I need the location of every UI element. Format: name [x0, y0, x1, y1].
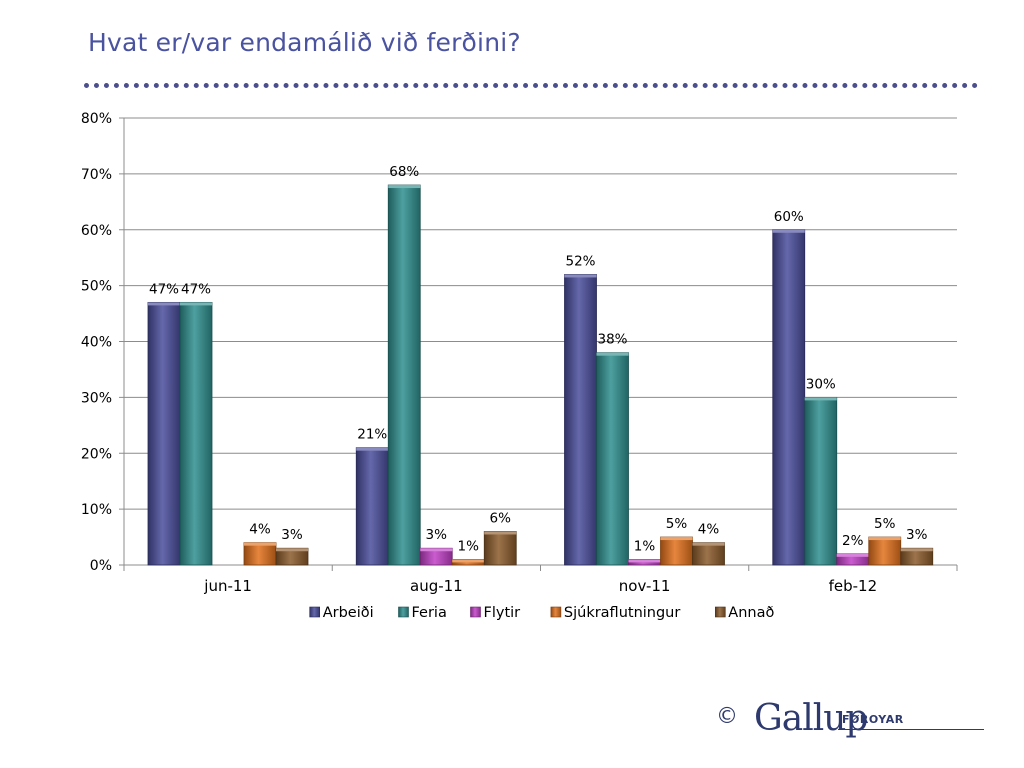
bar-top-highlight	[420, 548, 453, 552]
bar-top-highlight	[900, 548, 933, 552]
y-tick-label: 10%	[81, 502, 112, 518]
data-label: 52%	[565, 253, 595, 269]
data-label: 1%	[634, 538, 656, 554]
bar-top-highlight	[628, 559, 661, 563]
footer-branding: © Gallup FØROYAR	[716, 698, 1006, 748]
legend-swatch	[398, 606, 409, 618]
bar-feria	[804, 396, 838, 566]
legend-swatch	[714, 606, 726, 618]
bar-top-highlight	[148, 302, 180, 306]
y-tick-label: 60%	[81, 223, 112, 239]
data-label: 1%	[458, 538, 480, 554]
bar-top-highlight	[692, 542, 725, 546]
bar-sjúkraflutningur	[660, 536, 693, 566]
bar-top-highlight	[276, 548, 308, 552]
bar-feria	[179, 301, 213, 566]
data-label: 38%	[597, 332, 627, 348]
data-label: 4%	[249, 522, 271, 538]
bar-feria	[387, 184, 421, 566]
bar-top-highlight	[836, 553, 869, 557]
gallup-logo-subtitle: FØROYAR	[842, 713, 904, 726]
bar-top-highlight	[868, 537, 901, 541]
x-tick-label: feb-12	[829, 577, 878, 595]
data-label: 60%	[774, 209, 804, 225]
data-label: 30%	[806, 376, 836, 392]
data-label: 3%	[281, 527, 303, 543]
x-tick-label: nov-11	[619, 577, 671, 595]
x-tick-label: jun-11	[203, 577, 252, 595]
title-divider	[84, 83, 978, 88]
bar-feria	[596, 352, 629, 566]
bar-top-highlight	[244, 542, 276, 546]
legend-label: Flytir	[484, 605, 521, 621]
copyright-symbol: ©	[716, 704, 738, 729]
y-tick-label: 70%	[81, 167, 112, 183]
slide-title: Hvat er/var endamálið við ferðini?	[88, 28, 521, 57]
legend-swatch	[309, 606, 321, 618]
legend-swatch	[470, 606, 481, 618]
data-label: 47%	[149, 281, 179, 297]
data-label: 3%	[426, 527, 448, 543]
bar-top-highlight	[596, 352, 629, 356]
data-label: 2%	[842, 533, 864, 549]
y-tick-label: 80%	[81, 111, 112, 127]
bar-top-highlight	[660, 537, 693, 541]
bar-top-highlight	[180, 302, 212, 306]
legend-swatch	[550, 606, 562, 618]
bar-top-highlight	[356, 447, 389, 451]
legend-label: Feria	[412, 605, 447, 621]
bar-top-highlight	[804, 397, 837, 401]
bar-top-highlight	[484, 531, 517, 535]
data-label: 6%	[490, 510, 512, 526]
y-tick-label: 30%	[81, 390, 112, 406]
x-tick-label: aug-11	[410, 577, 463, 595]
logo-underline	[838, 729, 984, 730]
bar-top-highlight	[388, 185, 421, 189]
data-label: 5%	[666, 516, 688, 532]
bar-top-highlight	[452, 559, 485, 563]
bar-arbeiði	[564, 274, 597, 566]
bar-arbeiði	[147, 301, 181, 566]
bar-sjúkraflutningur	[243, 542, 277, 566]
data-label: 47%	[181, 281, 211, 297]
bar-top-highlight	[564, 274, 597, 278]
bar-arbeiði	[772, 229, 806, 566]
legend-label: Arbeiði	[323, 605, 374, 621]
gallup-logo: Gallup	[754, 698, 868, 739]
bar-top-highlight	[772, 229, 805, 233]
legend-label: Sjúkraflutningur	[564, 605, 680, 621]
y-tick-label: 20%	[81, 446, 112, 462]
bar-sjúkraflutningur	[868, 536, 902, 566]
data-label: 3%	[906, 527, 928, 543]
data-label: 5%	[874, 516, 896, 532]
data-label: 68%	[389, 164, 419, 180]
legend-label: Annað	[728, 605, 774, 621]
bar-arbeiði	[355, 447, 389, 566]
y-tick-label: 50%	[81, 279, 112, 295]
bar-annað	[483, 531, 517, 566]
y-tick-label: 0%	[90, 558, 112, 574]
data-label: 21%	[357, 427, 387, 443]
data-label: 4%	[698, 522, 720, 538]
y-tick-label: 40%	[81, 335, 112, 351]
bar-annað	[692, 542, 725, 566]
